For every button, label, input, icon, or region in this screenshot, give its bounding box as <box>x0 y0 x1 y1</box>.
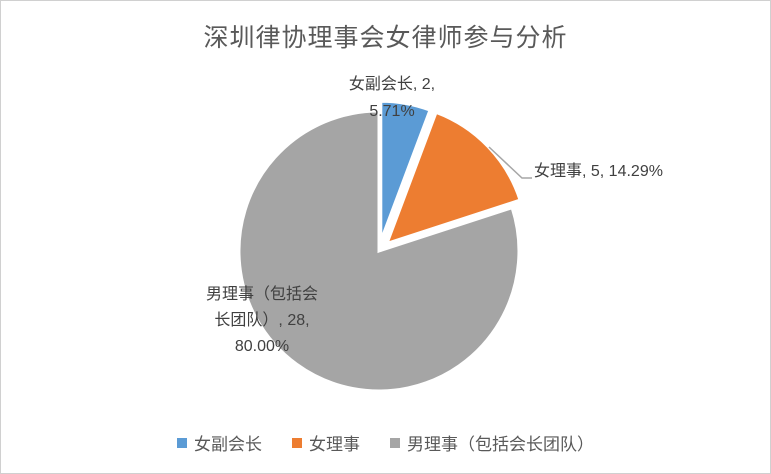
data-label-male-director: 男理事（包括会 长团队）, 28, 80.00% <box>206 282 318 360</box>
pie-slice-2[interactable] <box>384 110 522 246</box>
legend: 女副会长 女理事 男理事（包括会长团队） <box>1 430 770 455</box>
legend-swatch-icon <box>292 437 302 448</box>
data-label-vice-chair: 女副会长, 2, 5.71% <box>349 71 435 125</box>
legend-item-male-director[interactable]: 男理事（包括会长团队） <box>390 430 594 455</box>
data-label-line: 长团队）, 28, <box>214 312 310 329</box>
data-label-female-director: 女理事, 5, 14.29% <box>534 162 663 182</box>
pie-slice-3[interactable] <box>237 109 521 393</box>
data-label-line: 女理事, 5, 14.29% <box>534 163 663 180</box>
data-label-line: 女副会长, 2, <box>348 76 436 93</box>
data-label-line: 男理事（包括会 <box>205 286 319 303</box>
legend-label: 女理事 <box>309 435 360 454</box>
pie-slice-1[interactable] <box>379 99 432 242</box>
legend-label: 女副会长 <box>194 435 262 454</box>
legend-item-vice-chair[interactable]: 女副会长 <box>177 430 262 455</box>
leader-line <box>488 146 532 179</box>
chart-title: 深圳律协理事会女律师参与分析 <box>203 24 568 52</box>
data-label-line: 5.71% <box>369 103 415 120</box>
legend-swatch-icon <box>177 437 187 448</box>
legend-label: 男理事（包括会长团队） <box>407 435 594 454</box>
legend-item-female-director[interactable]: 女理事 <box>292 430 360 455</box>
data-label-line: 80.00% <box>234 338 290 355</box>
pie-slices-group <box>237 99 522 393</box>
legend-swatch-icon <box>390 437 400 448</box>
